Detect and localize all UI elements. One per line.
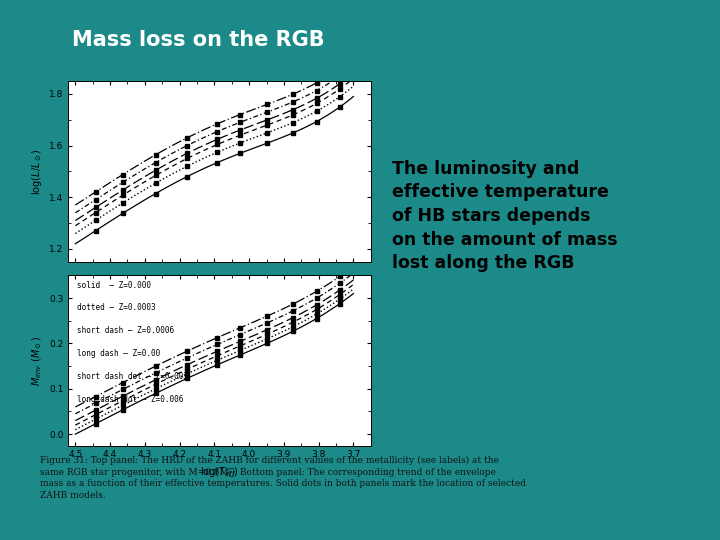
X-axis label: $\log(T_{eff})$: $\log(T_{eff})$	[200, 465, 239, 479]
Text: long dash – Z=0.00: long dash – Z=0.00	[78, 349, 161, 359]
Y-axis label: $M_{env}\ (M_\odot)$: $M_{env}\ (M_\odot)$	[30, 335, 44, 386]
Text: short dash dot – Z=0.003: short dash dot – Z=0.003	[78, 373, 189, 381]
Text: long dash dot – Z=0.006: long dash dot – Z=0.006	[78, 395, 184, 404]
Text: The luminosity and
effective temperature
of HB stars depends
on the amount of ma: The luminosity and effective temperature…	[392, 160, 618, 272]
Text: solid  – Z=0.000: solid – Z=0.000	[78, 280, 151, 289]
Text: dotted – Z=0.0003: dotted – Z=0.0003	[78, 303, 156, 313]
Y-axis label: $\log(L/L_\odot)$: $\log(L/L_\odot)$	[30, 148, 44, 194]
Text: Mass loss on the RGB: Mass loss on the RGB	[72, 30, 325, 50]
Text: short dash – Z=0.0006: short dash – Z=0.0006	[78, 326, 174, 335]
Text: Figure 31: Top panel: The HRD of the ZAHB for different values of the metallicit: Figure 31: Top panel: The HRD of the ZAH…	[40, 456, 526, 500]
